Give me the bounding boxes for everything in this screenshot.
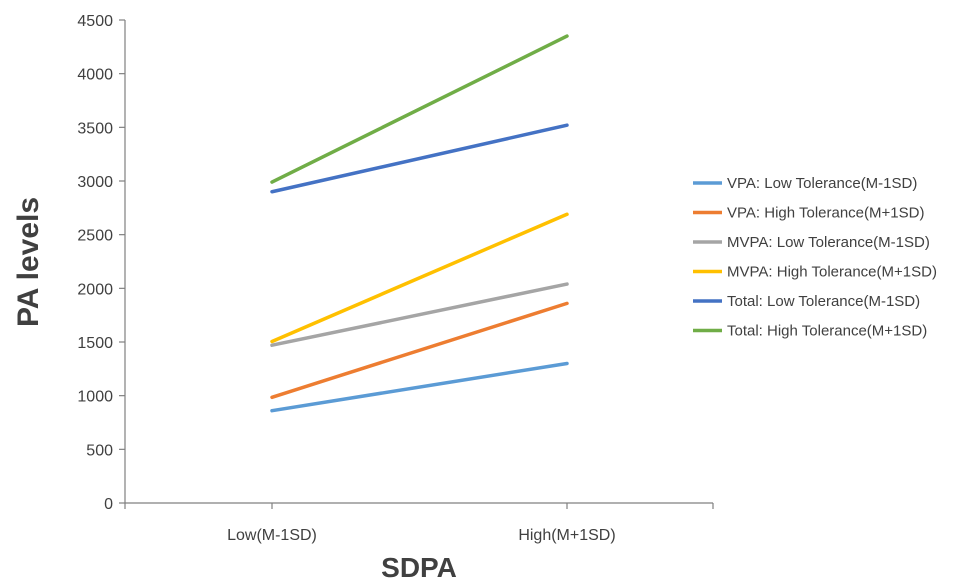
y-tick-label: 2000 (77, 281, 113, 298)
x-tick-label: Low(M-1SD) (227, 527, 317, 544)
y-tick-label: 1000 (77, 389, 113, 406)
y-axis-title: PA levels (12, 197, 45, 327)
legend-label: Total: Low Tolerance(M-1SD) (727, 293, 920, 310)
legend-label: MVPA: High Tolerance(M+1SD) (727, 264, 937, 281)
legend-label: VPA: Low Tolerance(M-1SD) (727, 175, 917, 192)
y-tick-label: 3500 (77, 120, 113, 137)
legend-label: MVPA: Low Tolerance(M-1SD) (727, 234, 930, 251)
series-line (270, 282, 569, 347)
x-axis-title: SDPA (381, 552, 457, 580)
y-tick-label: 4000 (77, 67, 113, 84)
legend-item: VPA: Low Tolerance(M-1SD) (693, 175, 917, 192)
y-tick-label: 2500 (77, 228, 113, 245)
x-tick-label: High(M+1SD) (518, 527, 615, 544)
legend: VPA: Low Tolerance(M-1SD) VPA: High Toler… (693, 175, 937, 340)
legend-item: VPA: High Tolerance(M+1SD) (693, 205, 924, 222)
y-tick-label: 1500 (77, 335, 113, 352)
legend-label: VPA: High Tolerance(M+1SD) (727, 205, 924, 222)
legend-label: Total: High Tolerance(M+1SD) (727, 323, 927, 340)
series-line (270, 301, 569, 400)
series-line (270, 123, 569, 194)
y-tick-label: 3000 (77, 174, 113, 191)
y-tick-label: 4500 (77, 13, 113, 30)
series-line (270, 34, 569, 184)
y-tick-label: 500 (86, 442, 113, 459)
x-axis-ticks: Low(M-1SD) High(M+1SD) (124, 503, 714, 544)
series-line (270, 361, 569, 413)
legend-item: MVPA: Low Tolerance(M-1SD) (693, 234, 930, 251)
series-line (270, 212, 569, 344)
legend-item: Total: High Tolerance(M+1SD) (693, 323, 927, 340)
y-tick-label: 0 (104, 496, 113, 513)
legend-item: Total: Low Tolerance(M-1SD) (693, 293, 920, 310)
series-lines (270, 34, 569, 413)
y-axis-ticks: 0 500 1000 1500 2000 2500 3000 3500 4000 4500 (77, 13, 125, 513)
legend-item: MVPA: High Tolerance(M+1SD) (693, 264, 937, 281)
